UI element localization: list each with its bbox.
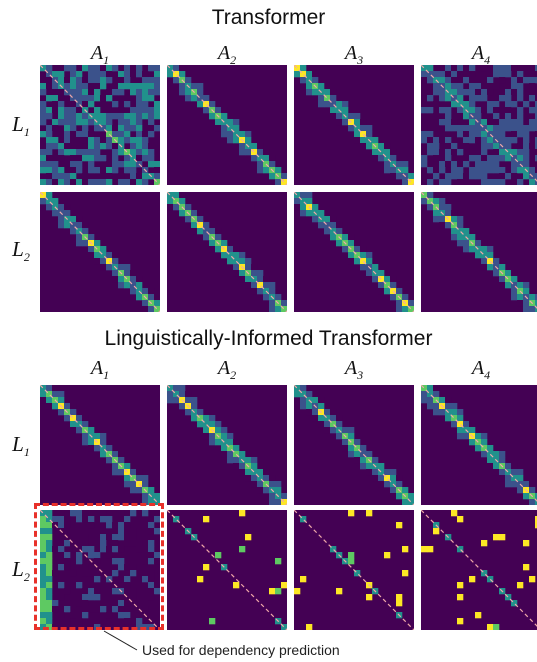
section-title-linguistically-informed: Linguistically-Informed Transformer bbox=[104, 327, 433, 350]
head-label-a4: A4 bbox=[471, 42, 491, 67]
layer-label-l2-li: L2 bbox=[12, 557, 30, 585]
attention-heatmap bbox=[421, 192, 537, 312]
attention-heatmap bbox=[294, 65, 414, 185]
attention-heatmap bbox=[167, 510, 287, 630]
head-label-a1: A1 bbox=[90, 42, 110, 67]
attention-heatmap bbox=[167, 385, 287, 505]
head-label-a3-li: A3 bbox=[344, 357, 364, 382]
attention-heatmap bbox=[167, 65, 287, 185]
head-label-a2: A2 bbox=[217, 42, 237, 67]
highlight-box bbox=[34, 503, 164, 630]
head-label-a4-li: A4 bbox=[471, 357, 491, 382]
layer-label-l2: L2 bbox=[12, 237, 30, 265]
layer-label-l1: L1 bbox=[12, 112, 30, 140]
attention-heatmap bbox=[294, 385, 414, 505]
attention-heatmap bbox=[421, 385, 537, 505]
attention-heatmap bbox=[294, 192, 414, 312]
attention-heatmap bbox=[40, 65, 160, 185]
attention-heatmap bbox=[421, 65, 537, 185]
attention-heatmap bbox=[421, 510, 537, 630]
section-title-transformer: Transformer bbox=[211, 6, 326, 29]
attention-heatmap bbox=[40, 510, 160, 630]
attention-heatmap bbox=[40, 385, 160, 505]
callout-text: Used for dependency prediction bbox=[142, 642, 340, 658]
head-label-a3: A3 bbox=[344, 42, 364, 67]
attention-heatmap bbox=[167, 192, 287, 312]
attention-heatmap bbox=[294, 510, 414, 630]
attention-heatmap bbox=[40, 192, 160, 312]
head-label-a1-li: A1 bbox=[90, 357, 110, 382]
layer-label-l1-li: L1 bbox=[12, 432, 30, 460]
head-label-a2-li: A2 bbox=[217, 357, 237, 382]
